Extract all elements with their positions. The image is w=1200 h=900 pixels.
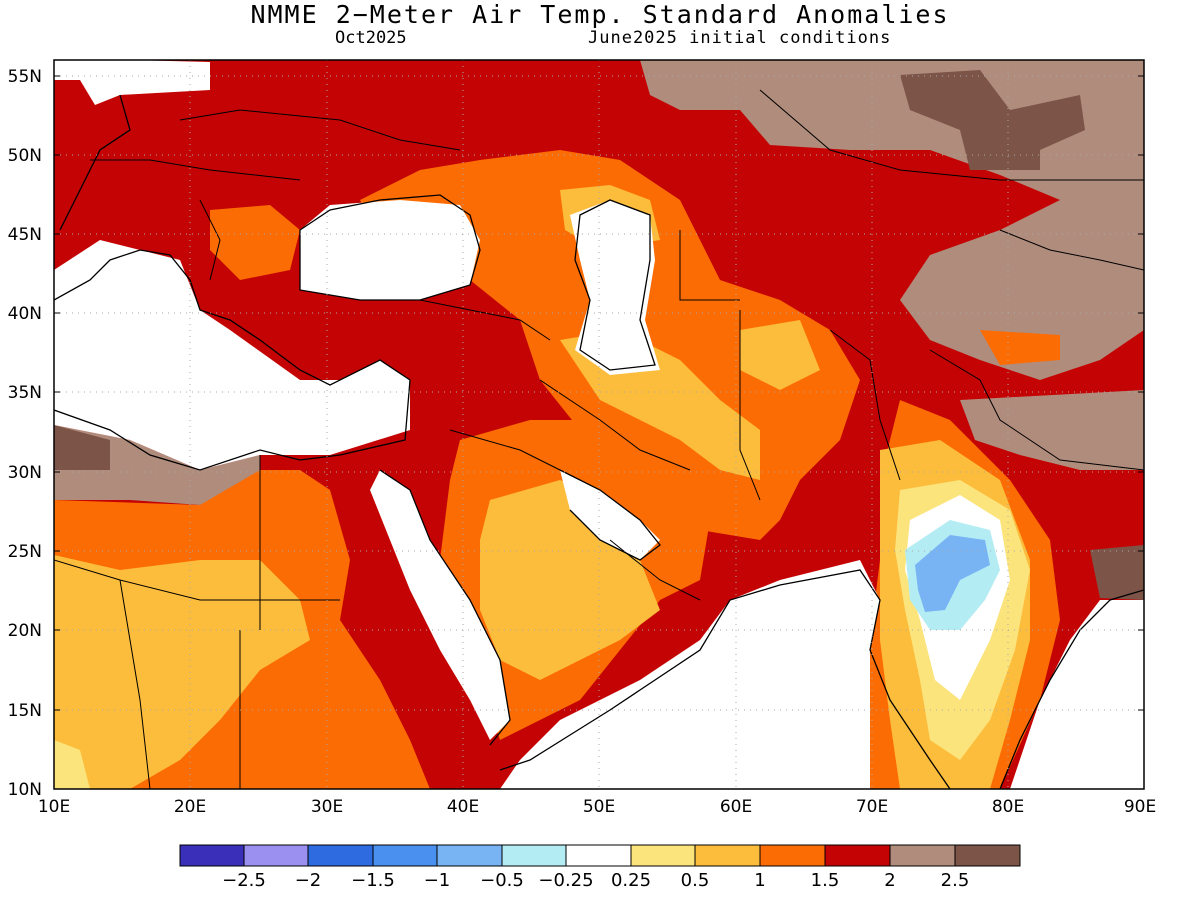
valid-month-label: Oct2025 (335, 28, 407, 48)
colorbar-labels: −2.5 −2 −1.5 −1 −0.5 −0.25 0.25 0.5 1 1.… (222, 870, 969, 891)
colorbar-label: 2.5 (941, 870, 970, 891)
colorbar-label: −0.25 (538, 870, 593, 891)
colorbar-swatch (889, 844, 956, 867)
anomaly-region-yellow-sahel (54, 740, 90, 789)
colorbar-swatch (694, 844, 761, 867)
colorbar-swatch (179, 844, 245, 867)
x-tick-label: 20E (174, 797, 206, 817)
x-tick-label: 10E (38, 797, 70, 817)
bay-of-bengal-mask (1010, 600, 1144, 789)
colorbar-swatch (307, 844, 374, 867)
colorbar-swatch (630, 844, 696, 867)
colorbar-label: 0.5 (681, 870, 710, 891)
y-axis-labels: 55N 50N 45N 40N 35N 30N 25N 20N 15N 10N (8, 67, 42, 800)
x-tick-label: 60E (720, 797, 752, 817)
anomaly-region-darkbrown-libya (54, 425, 110, 470)
x-tick-label: 90E (1124, 797, 1156, 817)
colorbar-label: −2.5 (222, 870, 266, 891)
y-tick-label: 20N (8, 621, 42, 641)
colorbar (179, 844, 1021, 867)
x-tick-label: 80E (992, 797, 1024, 817)
anomaly-region-blue-india (915, 535, 990, 612)
colorbar-swatch (565, 844, 632, 867)
colorbar-label: −1.5 (351, 870, 395, 891)
colorbar-label: 1.5 (811, 870, 840, 891)
colorbar-swatch (436, 844, 503, 867)
red-sea-mask (370, 470, 510, 740)
x-axis-labels: 10E 20E 30E 40E 50E 60E 70E 80E 90E (38, 797, 1156, 817)
y-tick-label: 55N (8, 67, 42, 87)
anomaly-region-lightorange-afghan (740, 320, 820, 390)
mediterranean-sea-mask (54, 240, 410, 470)
y-tick-label: 50N (8, 146, 42, 166)
colorbar-swatch (372, 844, 438, 867)
colorbar-label: −0.5 (480, 870, 524, 891)
initial-conditions-label: June2025 initial conditions (588, 28, 892, 48)
colorbar-label: −1 (424, 870, 451, 891)
anomaly-region-darkbrown-east (1090, 545, 1144, 600)
anomaly-region-orange-tibet (980, 330, 1060, 365)
colorbar-swatch (501, 844, 567, 867)
anomaly-region-brown-himalaya (960, 390, 1144, 470)
y-tick-label: 15N (8, 701, 42, 721)
coastlines (54, 94, 1144, 789)
country-borders (54, 89, 1144, 789)
anomaly-region-lightorange-africa (54, 555, 310, 789)
black-sea-mask (300, 200, 480, 300)
arabian-sea-mask (500, 560, 880, 789)
y-tick-label: 25N (8, 542, 42, 562)
colorbar-swatch (824, 844, 891, 867)
y-tick-label: 40N (8, 304, 42, 324)
anomaly-region-orange-balkans (210, 205, 300, 280)
colorbar-swatch (954, 844, 1021, 867)
colorbar-label: −2 (295, 870, 322, 891)
x-tick-label: 30E (311, 797, 343, 817)
colorbar-swatch (759, 844, 826, 867)
colorbar-label: 0.25 (611, 870, 651, 891)
caspian-sea-mask (570, 200, 660, 375)
anomaly-region-darkbrown (900, 70, 1085, 170)
y-tick-label: 35N (8, 383, 42, 403)
persian-gulf-mask (560, 470, 660, 560)
map-title: NMME 2−Meter Air Temp. Standard Anomalie… (250, 0, 950, 29)
colorbar-label: 2 (884, 870, 895, 891)
y-tick-label: 30N (8, 463, 42, 483)
baltic-sea-mask (54, 60, 210, 105)
y-tick-label: 10N (8, 780, 42, 800)
x-tick-label: 70E (856, 797, 888, 817)
anomaly-field (54, 60, 1144, 789)
x-tick-label: 50E (583, 797, 615, 817)
y-tick-label: 45N (8, 225, 42, 245)
colorbar-label: 1 (754, 870, 765, 891)
colorbar-swatch (243, 844, 309, 867)
map-frame (53, 59, 1145, 790)
y-axis-ticks (54, 75, 1144, 711)
x-tick-label: 40E (447, 797, 479, 817)
